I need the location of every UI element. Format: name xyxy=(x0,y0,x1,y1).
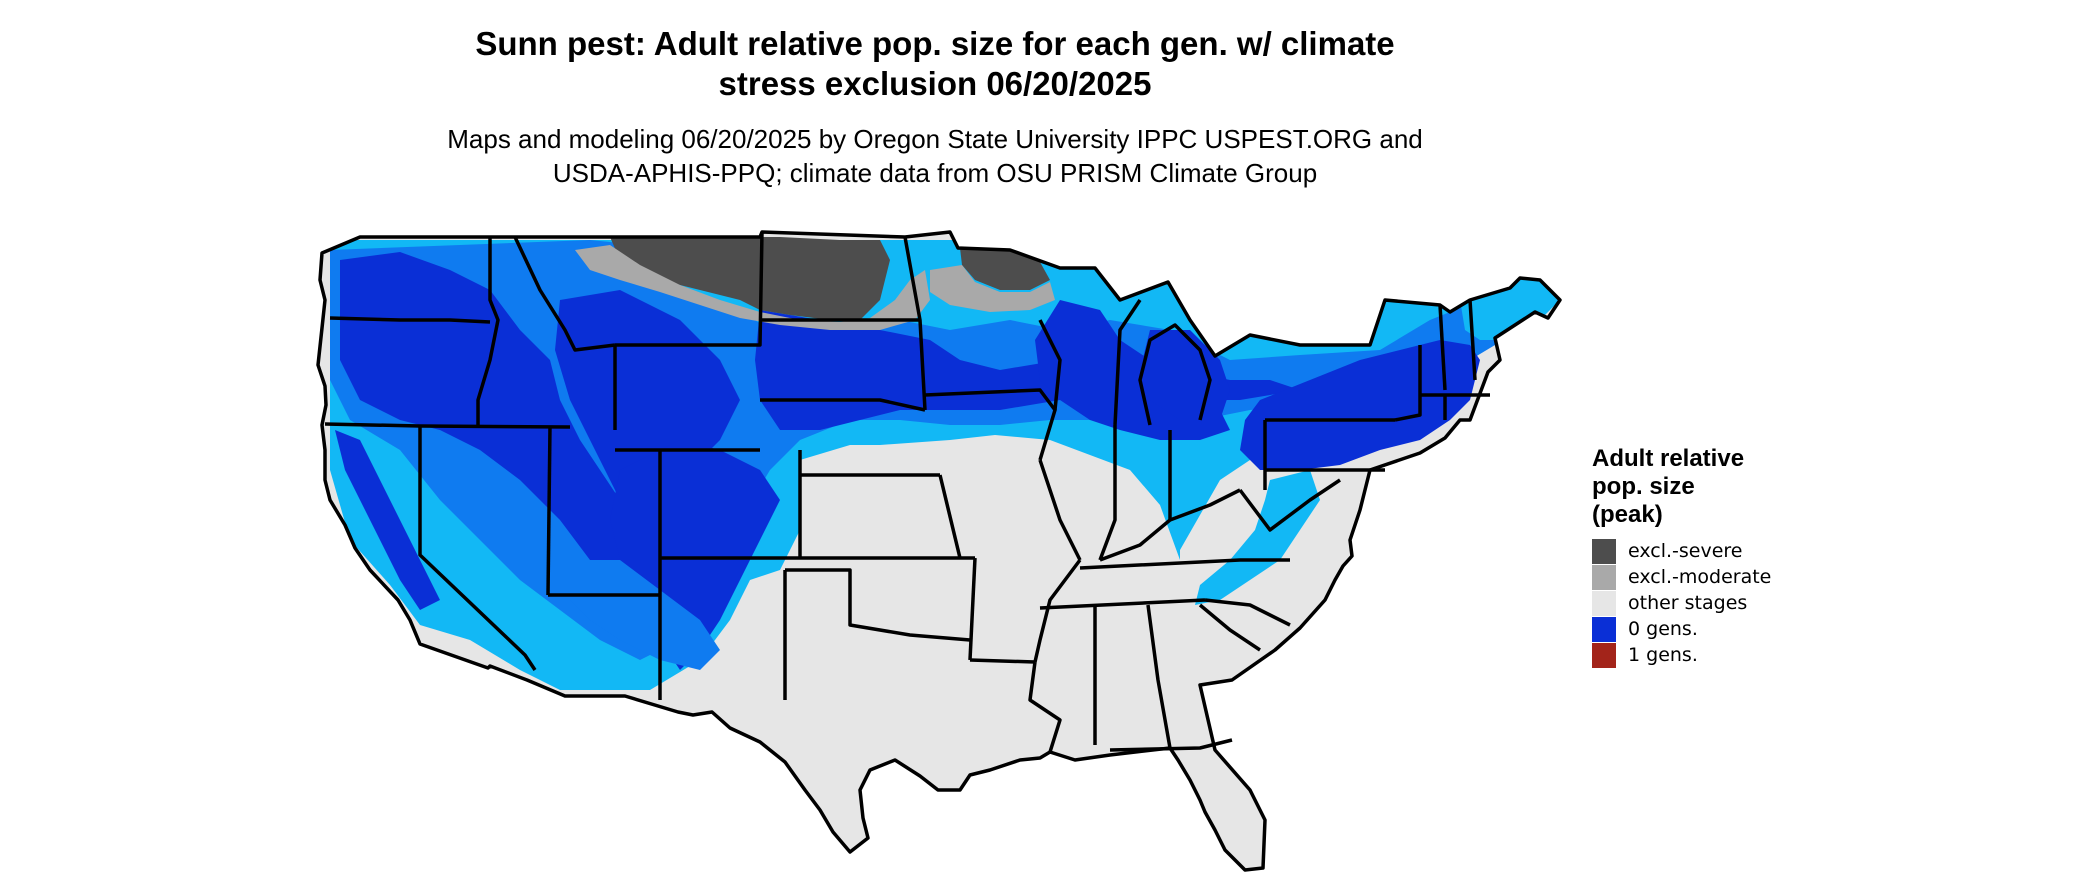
zone-michigan-dark xyxy=(1140,330,1230,420)
legend-label: 0 gens. xyxy=(1628,618,1698,640)
boundary-mo-east xyxy=(1038,459,1082,561)
legend-swatch xyxy=(1592,538,1616,564)
boundary-ia-mo xyxy=(924,388,1057,461)
legend: Adult relative pop. size (peak) excl.-se… xyxy=(1592,445,1892,668)
legend-label: excl.-severe xyxy=(1628,540,1743,562)
boundary-wa-or xyxy=(329,316,491,324)
zone-minnesota-severe xyxy=(960,248,1050,290)
legend-item: 1 gens. xyxy=(1592,642,1892,668)
legend-item: excl.-severe xyxy=(1592,538,1892,564)
boundary-ms-river xyxy=(1033,558,1082,663)
legend-swatch xyxy=(1592,590,1616,616)
boundary-ny-new-england xyxy=(1394,345,1422,422)
legend-item: 0 gens. xyxy=(1592,616,1892,642)
legend-swatch xyxy=(1592,642,1616,668)
zone-minnesota-moderate xyxy=(930,265,1055,312)
boundary-wi-west xyxy=(1038,319,1062,411)
boundary-ga-fl xyxy=(1109,738,1233,752)
map-title-line-1: Sunn pest: Adult relative pop. size for … xyxy=(475,25,1395,62)
zone-arizona-highlands-mid xyxy=(570,560,720,670)
boundary-id-west xyxy=(476,237,500,427)
boundary-al-ga xyxy=(1146,604,1172,749)
map-subtitle: Maps and modeling 06/20/2025 by Oregon S… xyxy=(390,122,1480,190)
boundary-id-mt xyxy=(513,236,616,352)
boundary-ok-ar xyxy=(968,557,977,661)
boundary-mt-wy-dakotas xyxy=(615,231,764,347)
legend-item: other stages xyxy=(1592,590,1892,616)
boundary-ca-nv xyxy=(418,426,537,671)
legend-title-line-3: (peak) xyxy=(1592,501,1663,528)
boundary-vt-nh xyxy=(1438,304,1447,391)
legend-items: excl.-severe excl.-moderate other stages 0 … xyxy=(1592,538,1892,668)
legend-label: 1 gens. xyxy=(1628,644,1698,666)
legend-title-line-1: Adult relative xyxy=(1592,445,1745,472)
legend-label: excl.-moderate xyxy=(1628,566,1772,588)
zone-excl-severe xyxy=(610,237,890,320)
boundary-ky-tn xyxy=(1079,558,1290,570)
legend-swatch xyxy=(1592,564,1616,590)
boundary-ohio-river xyxy=(1099,488,1241,562)
pest-fill-layer xyxy=(318,232,1560,870)
boundary-sd-ne xyxy=(760,398,926,412)
boundary-nh-me xyxy=(1468,299,1477,381)
zone-appalachian-light xyxy=(1195,470,1320,605)
legend-item: excl.-moderate xyxy=(1592,564,1892,590)
legend-swatch xyxy=(1592,616,1616,642)
boundary-wv-va xyxy=(1238,478,1341,532)
boundary-tx-north xyxy=(785,568,971,642)
boundary-mn-west xyxy=(903,236,927,411)
michigan-lower-peninsula xyxy=(1138,323,1212,426)
legend-label: other stages xyxy=(1628,592,1748,614)
boundary-tn-south xyxy=(1039,598,1206,610)
boundary-la-ms xyxy=(1028,661,1062,753)
boundary-ar-south xyxy=(969,658,1036,664)
zone-northern-band-dark-west xyxy=(340,252,640,580)
legend-title-line-2: pop. size xyxy=(1592,473,1695,500)
map-title-line-2: stress exclusion 06/20/2025 xyxy=(718,65,1152,102)
boundary-mo-west xyxy=(938,474,962,559)
map-title: Sunn pest: Adult relative pop. size for … xyxy=(390,24,1480,104)
map-subtitle-line-2: USDA-APHIS-PPQ; climate data from OSU PR… xyxy=(552,158,1318,188)
boundary-nv-ut xyxy=(546,425,552,596)
us-outline xyxy=(316,230,1562,872)
lake-michigan-shore xyxy=(1113,299,1142,426)
boundary-il-in xyxy=(1098,425,1117,561)
zone-sierra-dark xyxy=(335,430,440,610)
map-subtitle-line-1: Maps and modeling 06/20/2025 by Oregon S… xyxy=(447,124,1423,154)
state-boundaries xyxy=(316,230,1562,872)
boundary-ga-sc xyxy=(1198,603,1261,652)
boundary-nc-sc xyxy=(1204,598,1291,627)
legend-title: Adult relative pop. size (peak) xyxy=(1592,445,1892,529)
